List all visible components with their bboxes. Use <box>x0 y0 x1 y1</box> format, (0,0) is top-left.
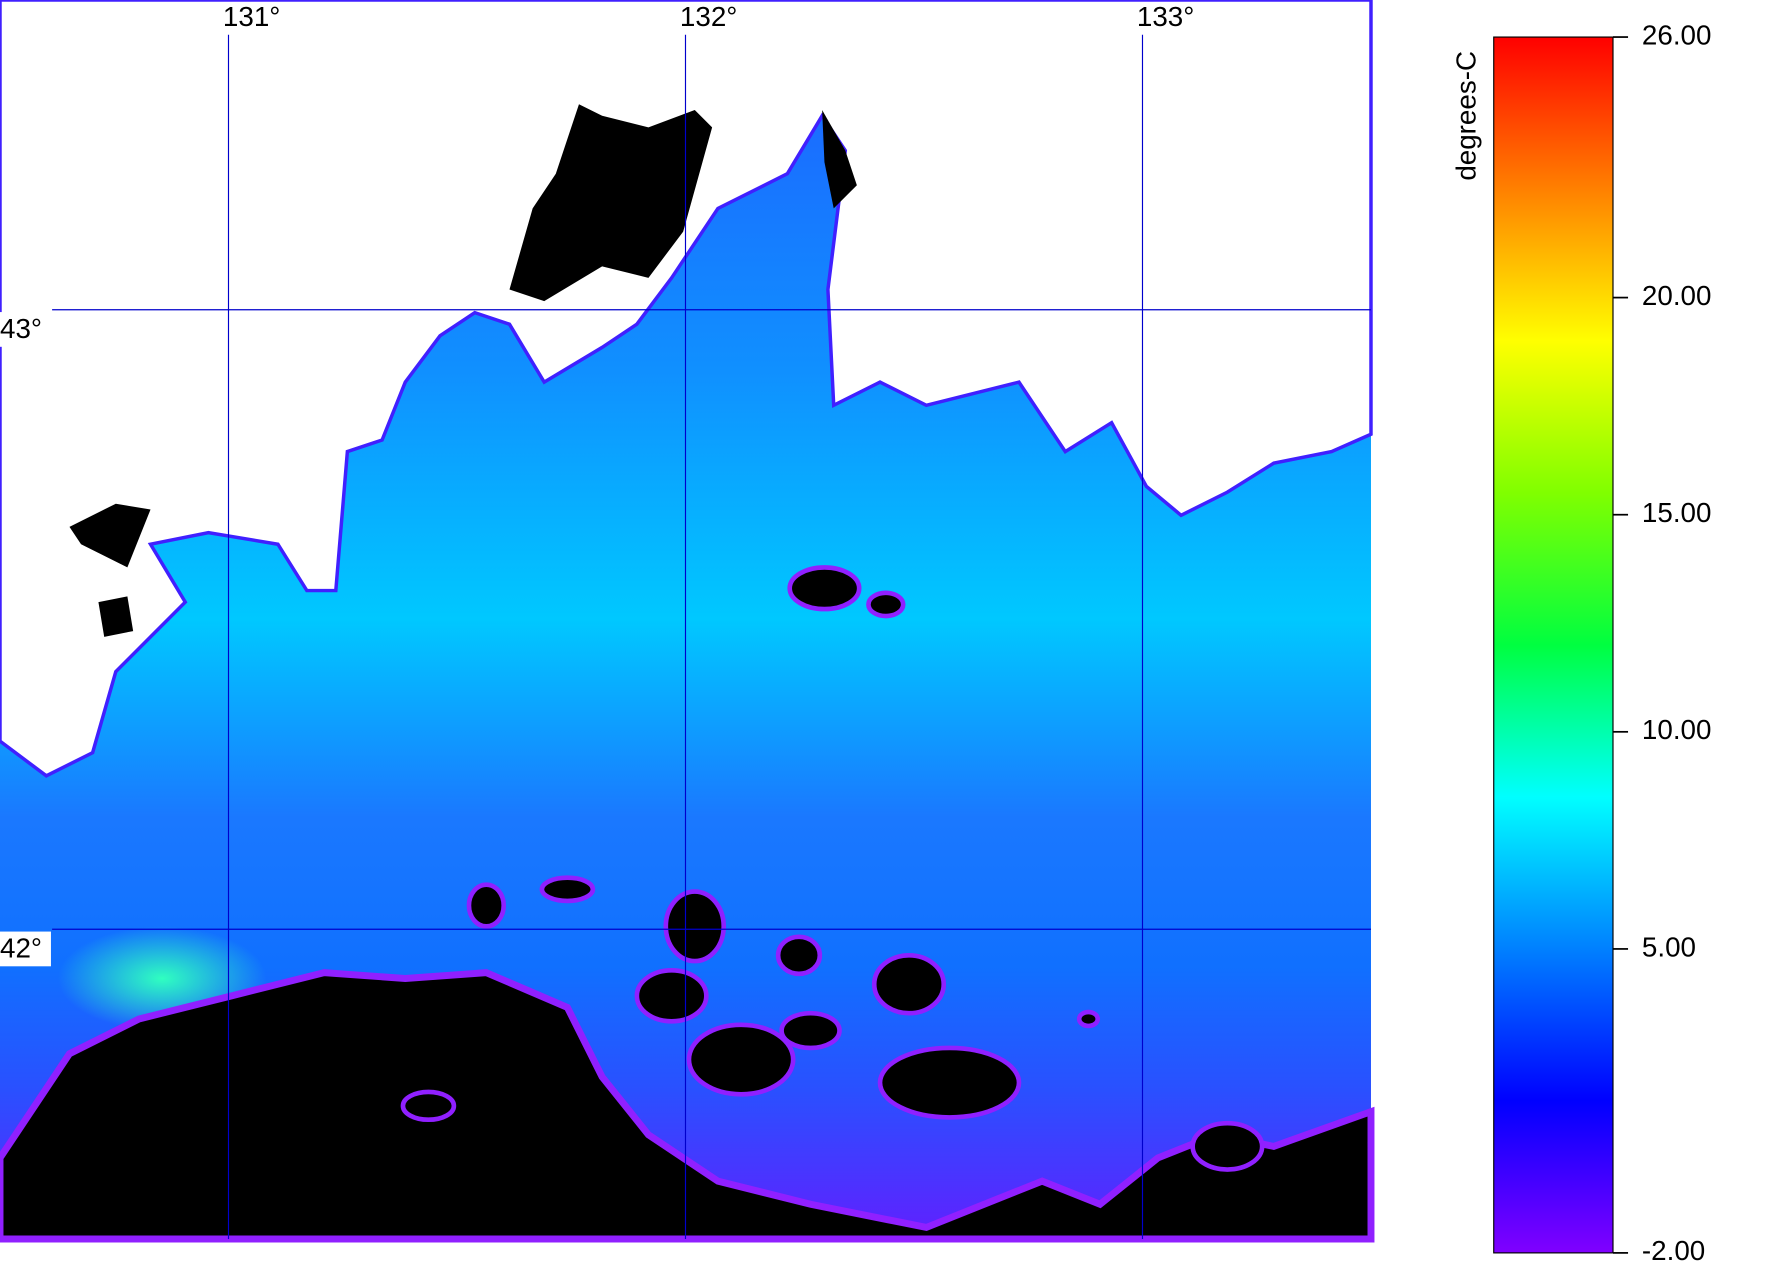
lat-label: 42° <box>0 932 42 963</box>
cloud <box>98 596 134 637</box>
cloud <box>509 104 713 302</box>
colorbar-tick-label: -2.00 <box>1642 1235 1705 1266</box>
colorbar-tick-label: 15.00 <box>1642 497 1712 528</box>
lat-label: 43° <box>0 313 42 344</box>
cloud <box>822 110 857 209</box>
lon-label: 131° <box>223 1 280 32</box>
lat-label-bg <box>0 931 51 967</box>
colorbar-tick-label: 26.00 <box>1642 19 1712 50</box>
colorbar-tick-label: 5.00 <box>1642 931 1696 962</box>
cloud <box>69 503 151 568</box>
colorbar <box>1493 36 1614 1254</box>
colorbar-label: degrees-C <box>1451 51 1482 181</box>
lat-label-bg <box>0 312 51 347</box>
lon-label: 133° <box>1137 1 1194 32</box>
colorbar-tick-label: 20.00 <box>1642 280 1712 311</box>
colorbar-tick-label: 10.00 <box>1642 714 1712 745</box>
lon-label: 132° <box>680 1 737 32</box>
cloud <box>0 969 1375 1243</box>
land-north <box>0 0 1373 778</box>
cloud-cluster <box>400 565 1265 1172</box>
